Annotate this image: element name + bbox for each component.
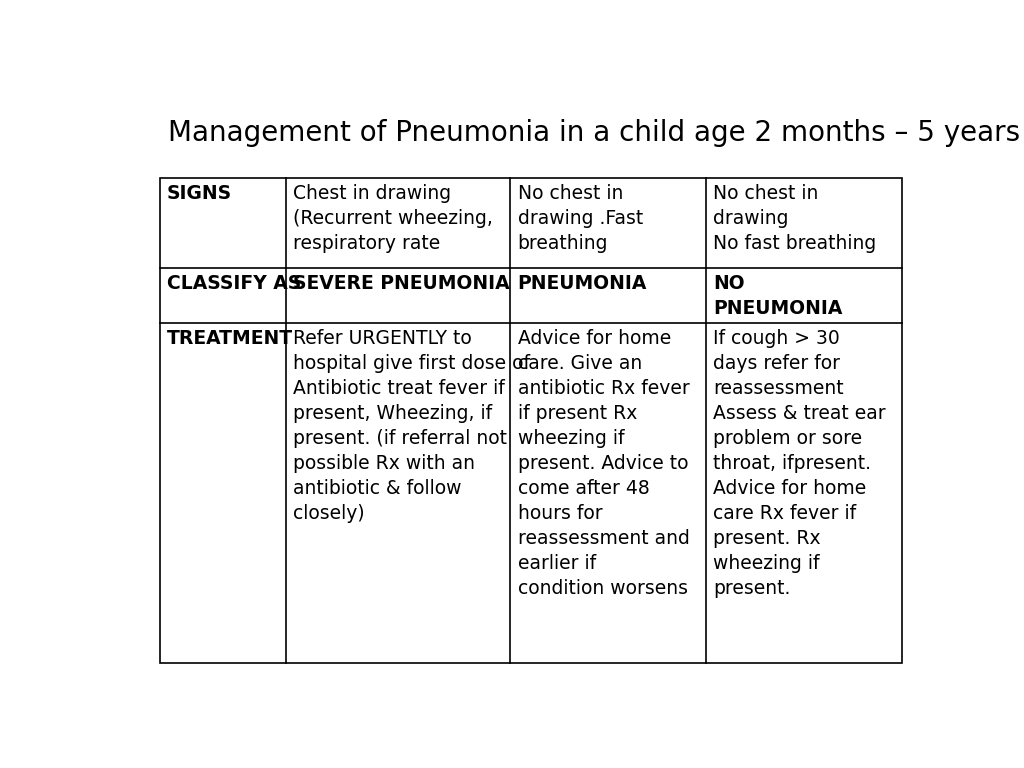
Text: CLASSIFY AS: CLASSIFY AS xyxy=(167,273,301,293)
Text: PNEUMONIA: PNEUMONIA xyxy=(517,273,647,293)
Text: Management of Pneumonia in a child age 2 months – 5 years: Management of Pneumonia in a child age 2… xyxy=(168,119,1020,147)
Text: TREATMENT: TREATMENT xyxy=(167,329,293,349)
Text: No chest in
drawing .Fast
breathing: No chest in drawing .Fast breathing xyxy=(517,184,643,253)
Text: SEVERE PNEUMONIA: SEVERE PNEUMONIA xyxy=(293,273,510,293)
Text: NO
PNEUMONIA: NO PNEUMONIA xyxy=(713,273,843,317)
Bar xyxy=(160,178,902,663)
Text: No chest in
drawing
No fast breathing: No chest in drawing No fast breathing xyxy=(713,184,877,253)
Text: Advice for home
care. Give an
antibiotic Rx fever
if present Rx
wheezing if
pres: Advice for home care. Give an antibiotic… xyxy=(517,329,689,598)
Text: If cough > 30
days refer for
reassessment
Assess & treat ear
problem or sore
thr: If cough > 30 days refer for reassessmen… xyxy=(713,329,886,598)
Text: Chest in drawing
(Recurrent wheezing,
respiratory rate: Chest in drawing (Recurrent wheezing, re… xyxy=(293,184,494,253)
Text: SIGNS: SIGNS xyxy=(167,184,232,203)
Text: Refer URGENTLY to
hospital give first dose of
Antibiotic treat fever if
present,: Refer URGENTLY to hospital give first do… xyxy=(293,329,530,523)
